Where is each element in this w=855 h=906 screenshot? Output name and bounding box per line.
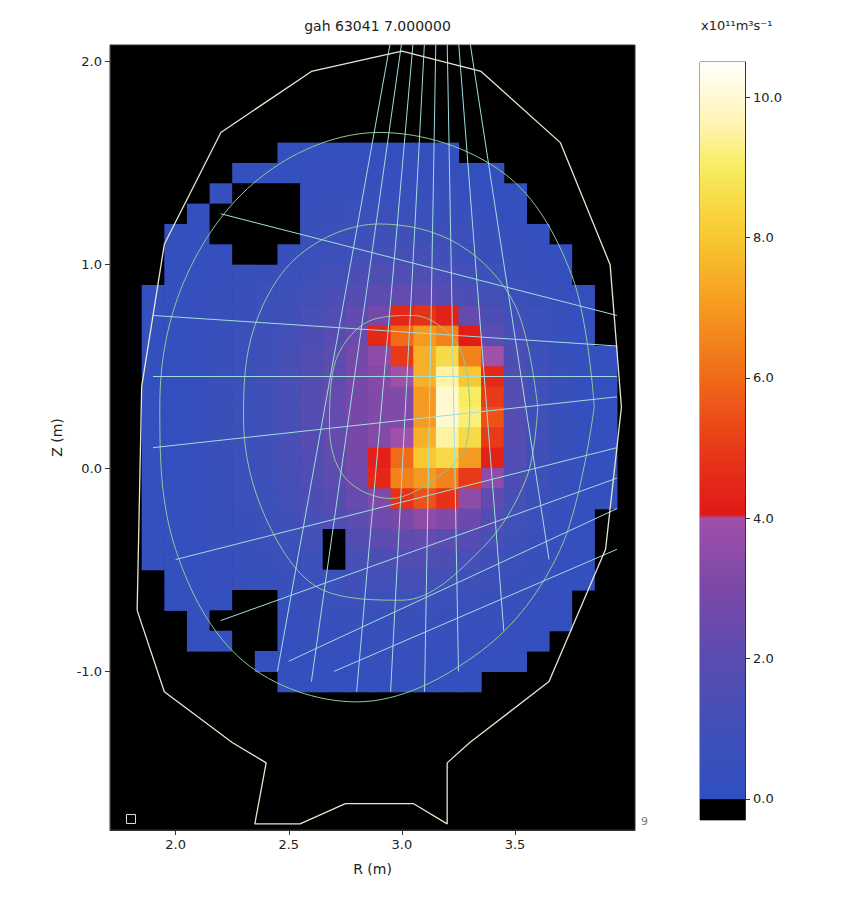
svg-text:gah 63041 7.000000: gah 63041 7.000000: [304, 18, 451, 34]
svg-text:2.5: 2.5: [278, 837, 299, 852]
svg-text:x10¹¹m³s⁻¹: x10¹¹m³s⁻¹: [701, 18, 772, 33]
svg-text:0.0: 0.0: [81, 461, 102, 476]
svg-text:-1.0: -1.0: [77, 664, 102, 679]
svg-text:6.0: 6.0: [753, 370, 774, 385]
svg-text:2.0: 2.0: [753, 651, 774, 666]
svg-text:2.0: 2.0: [165, 837, 186, 852]
svg-text:0.0: 0.0: [753, 791, 774, 806]
svg-text:1.0: 1.0: [81, 257, 102, 272]
svg-text:2.0: 2.0: [81, 54, 102, 69]
svg-text:3.0: 3.0: [392, 837, 413, 852]
svg-text:R (m): R (m): [353, 861, 392, 877]
svg-text:9: 9: [641, 815, 648, 828]
svg-text:3.5: 3.5: [505, 837, 526, 852]
svg-text:8.0: 8.0: [753, 230, 774, 245]
svg-text:4.0: 4.0: [753, 511, 774, 526]
svg-text:10.0: 10.0: [753, 90, 782, 105]
svg-text:Z (m): Z (m): [49, 418, 65, 457]
